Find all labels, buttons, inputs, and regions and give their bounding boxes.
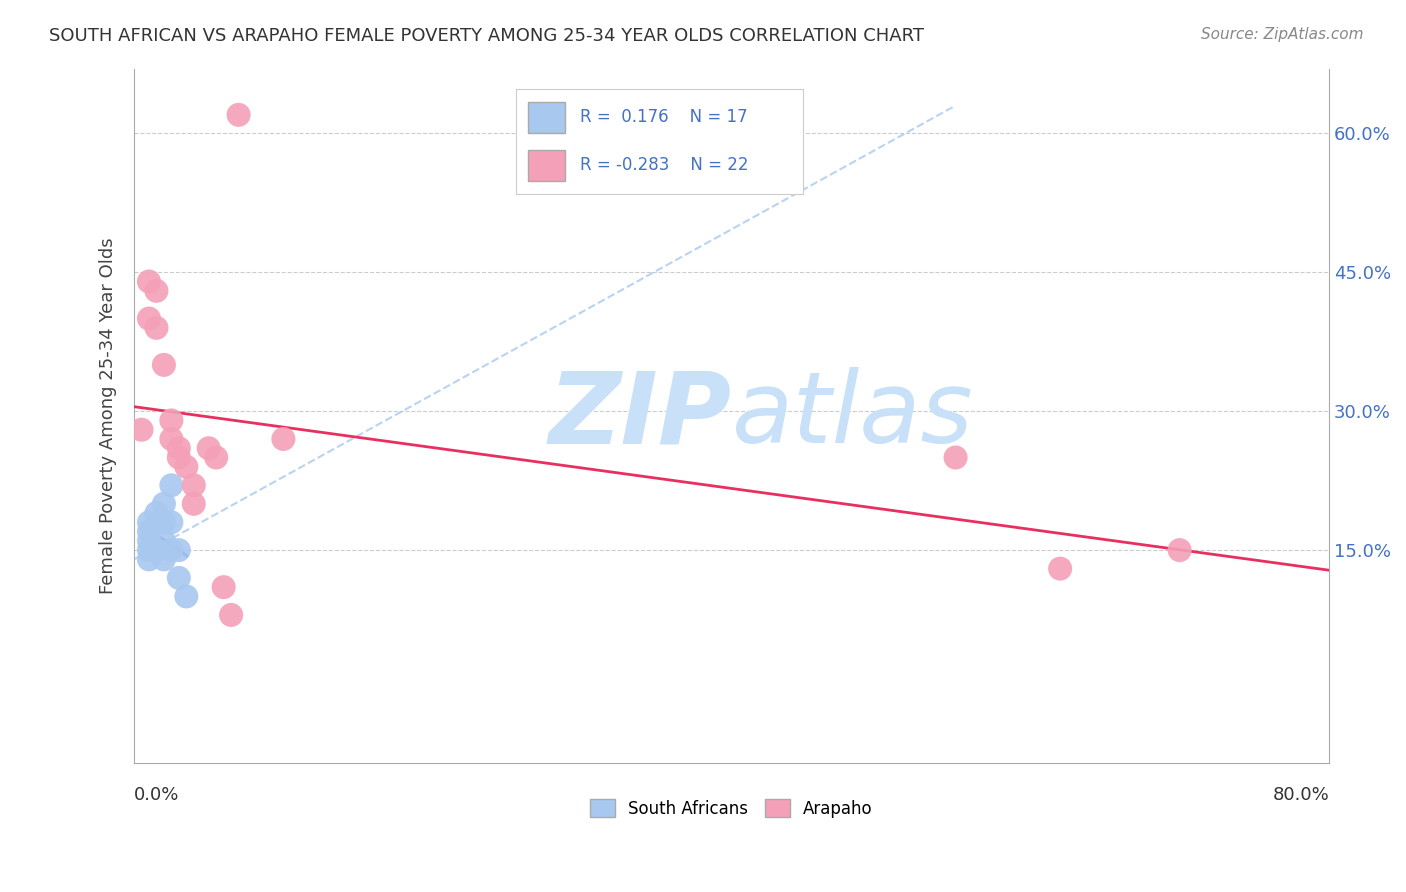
Point	[167, 442, 190, 456]
Point	[138, 524, 160, 539]
Point	[219, 607, 242, 622]
Text: atlas: atlas	[731, 368, 973, 465]
Point	[160, 516, 183, 530]
Point	[1168, 543, 1191, 558]
Point	[160, 543, 183, 558]
Point	[138, 516, 160, 530]
Text: SOUTH AFRICAN VS ARAPAHO FEMALE POVERTY AMONG 25-34 YEAR OLDS CORRELATION CHART: SOUTH AFRICAN VS ARAPAHO FEMALE POVERTY …	[49, 27, 924, 45]
Point	[138, 533, 160, 548]
Point	[153, 533, 176, 548]
Legend: South Africans, Arapaho: South Africans, Arapaho	[583, 793, 880, 824]
Point	[228, 108, 250, 122]
Point	[138, 543, 160, 558]
Point	[176, 459, 198, 474]
Point	[205, 450, 228, 465]
Text: Source: ZipAtlas.com: Source: ZipAtlas.com	[1201, 27, 1364, 42]
Point	[160, 432, 183, 446]
Point	[945, 450, 967, 465]
Point	[167, 571, 190, 585]
Text: ZIP: ZIP	[548, 368, 731, 465]
Point	[160, 478, 183, 492]
Point	[153, 497, 176, 511]
Point	[138, 311, 160, 326]
Point	[183, 497, 205, 511]
Point	[138, 275, 160, 289]
Point	[197, 442, 219, 456]
Text: 80.0%: 80.0%	[1272, 786, 1329, 805]
Point	[212, 580, 235, 594]
Point	[160, 413, 183, 427]
Point	[131, 423, 153, 437]
Y-axis label: Female Poverty Among 25-34 Year Olds: Female Poverty Among 25-34 Year Olds	[100, 237, 117, 594]
Point	[1049, 561, 1071, 575]
Point	[153, 516, 176, 530]
Point	[145, 543, 167, 558]
Point	[145, 284, 167, 298]
Point	[145, 506, 167, 520]
Point	[138, 552, 160, 566]
Point	[145, 321, 167, 335]
Point	[176, 590, 198, 604]
Point	[153, 358, 176, 372]
Point	[183, 478, 205, 492]
Point	[167, 543, 190, 558]
Point	[167, 450, 190, 465]
Text: 0.0%: 0.0%	[134, 786, 180, 805]
Point	[153, 552, 176, 566]
Point	[273, 432, 295, 446]
